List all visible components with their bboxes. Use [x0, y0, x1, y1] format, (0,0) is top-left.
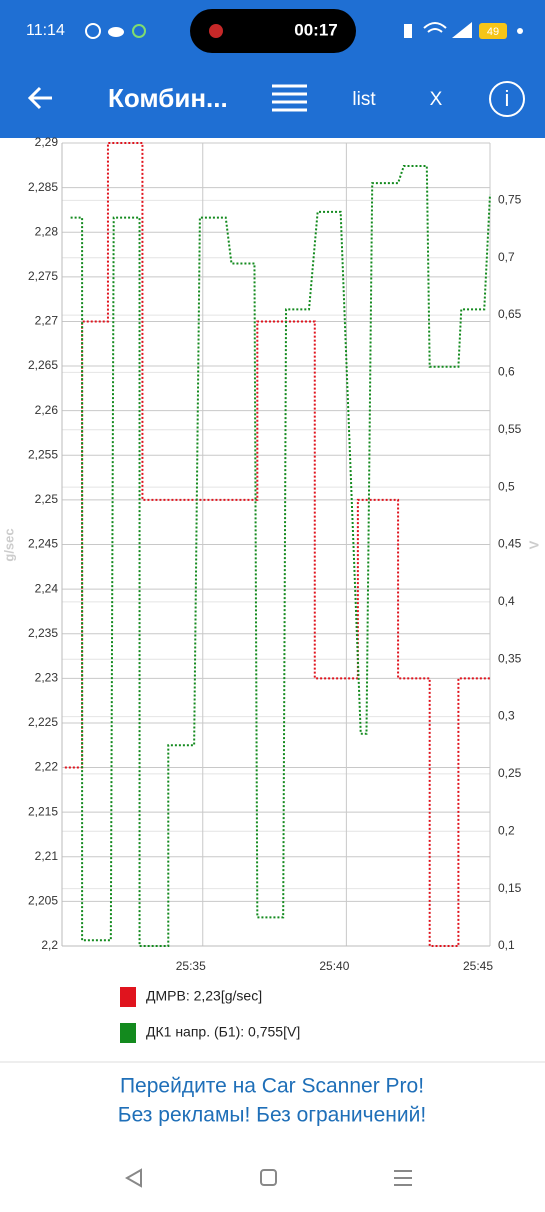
legend-label: ДК1 напр. (Б1): 0,755[V] — [146, 1024, 300, 1040]
legend-label: ДМРВ: 2,23[g/sec] — [146, 988, 262, 1004]
y2-tick-label: 0,3 — [498, 709, 515, 723]
y-tick-label: 2,21 — [35, 849, 59, 863]
y2-tick-label: 0,2 — [498, 823, 515, 837]
recording-pill — [190, 9, 356, 53]
y-tick-label: 2,29 — [35, 135, 59, 149]
y-tick-label: 2,22 — [35, 760, 59, 774]
x-tick-label: 25:40 — [319, 959, 349, 973]
whatsapp-icon — [85, 23, 101, 39]
x-tick-label: 25:35 — [176, 959, 206, 973]
record-dot — [209, 24, 223, 38]
y2-tick-label: 0,5 — [498, 479, 515, 493]
info-button[interactable] — [489, 81, 525, 117]
list-button[interactable]: list — [352, 89, 376, 110]
y2-tick-label: 0,25 — [498, 766, 522, 780]
wifi-icon — [423, 22, 447, 33]
battery-level: 49 — [487, 26, 499, 38]
series-line — [70, 164, 491, 947]
record-timer: 00:17 — [294, 20, 337, 39]
y2-tick-label: 0,75 — [498, 193, 522, 207]
y-tick-label: 2,205 — [28, 894, 58, 908]
y-tick-label: 2,215 — [28, 804, 58, 818]
promo-line-2[interactable]: Без рекламы! Без ограничений! — [118, 1104, 426, 1127]
y2-tick-label: 0,35 — [498, 651, 522, 665]
y-tick-label: 2,255 — [28, 447, 58, 461]
battery-icon — [479, 23, 507, 39]
signal-icon — [452, 22, 472, 38]
y2-tick-label: 0,7 — [498, 250, 515, 264]
y-tick-label: 2,23 — [35, 671, 59, 685]
close-button[interactable]: X — [430, 89, 443, 110]
app-title: Комбин... — [108, 83, 228, 113]
y-tick-label: 2,225 — [28, 715, 58, 729]
series-line — [64, 142, 490, 947]
y2-tick-label: 0,1 — [498, 938, 515, 952]
legend-swatch — [120, 1023, 136, 1043]
y-tick-label: 2,26 — [35, 403, 59, 417]
y-tick-label: 2,28 — [35, 224, 59, 238]
y-tick-label: 2,245 — [28, 537, 58, 551]
nav-recent[interactable] — [394, 1170, 412, 1186]
info-glyph: i — [505, 86, 510, 111]
nav-back[interactable] — [124, 1168, 142, 1188]
y-axis-label: g/sec — [1, 528, 16, 561]
plot: 2,2 2,205 2,21 2,215 2,22 2,225 2,23 2,235 2,24 2… — [1, 135, 541, 1043]
vibrate-icon — [404, 24, 412, 38]
promo-line-1[interactable]: Перейдите на Car Scanner Pro! — [120, 1075, 424, 1098]
y2-axis-label: V — [526, 540, 541, 549]
y2-tick-label: 0,4 — [498, 594, 515, 608]
app-icon — [132, 24, 146, 38]
y2-tick-label: 0,65 — [498, 307, 522, 321]
y-tick-label: 2,285 — [28, 180, 58, 194]
cloud-icon — [108, 27, 124, 37]
dot-icon — [517, 28, 523, 34]
y-tick-label: 2,235 — [28, 626, 58, 640]
status-time: 11:14 — [26, 22, 65, 39]
y2-tick-label: 0,6 — [498, 365, 515, 379]
y-tick-label: 2,275 — [28, 269, 58, 283]
y-tick-label: 2,27 — [35, 314, 59, 328]
y2-tick-label: 0,15 — [498, 881, 522, 895]
back-button[interactable] — [27, 86, 52, 110]
legend-swatch — [120, 987, 136, 1007]
y-tick-label: 2,25 — [35, 492, 59, 506]
menu-button[interactable] — [272, 84, 307, 112]
y-tick-label: 2,2 — [41, 938, 58, 952]
nav-home[interactable] — [260, 1169, 277, 1186]
y2-tick-label: 0,45 — [498, 537, 522, 551]
y-tick-label: 2,24 — [35, 581, 59, 595]
x-tick-label: 25:45 — [463, 959, 493, 973]
y-tick-label: 2,265 — [28, 358, 58, 372]
y2-tick-label: 0,55 — [498, 422, 522, 436]
